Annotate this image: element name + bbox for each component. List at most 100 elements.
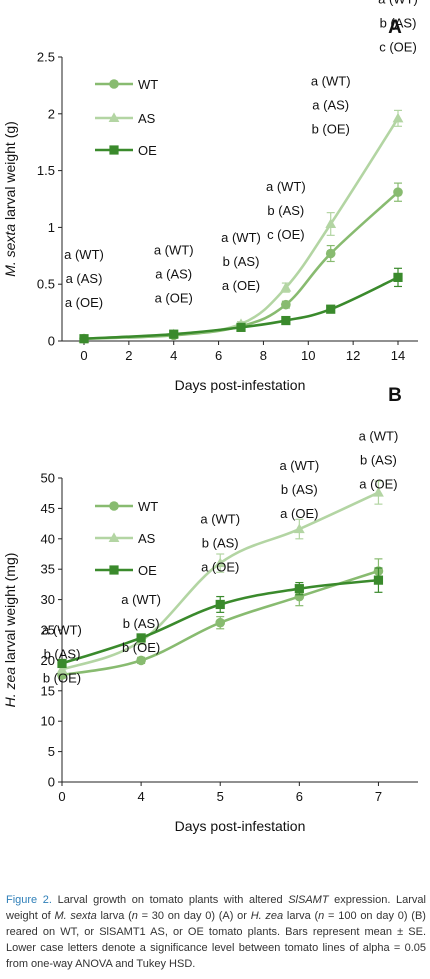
panel-a-significance-label: a (OE) <box>222 278 260 293</box>
panel-a-series-as-point <box>393 113 404 123</box>
panel-b-significance-label: b (AS) <box>123 616 160 631</box>
panel-b-significance-label: a (OE) <box>280 506 318 521</box>
panel-a-x-tick-label: 0 <box>80 348 87 363</box>
figure-caption: Figure 2. Larval growth on tomato plants… <box>6 892 426 972</box>
figure-2: 0 0.5 1 1.5 2 2.5 0 2 4 6 8 10 12 14 Days post-infesta… <box>0 0 430 895</box>
panel-a-series-oe-point <box>169 330 178 339</box>
panel-a-significance-label: c (OE) <box>267 227 305 242</box>
panel-a-y-axis-label-species: M. sexta <box>2 224 18 277</box>
panel-b-significance-label: b (AS) <box>281 482 318 497</box>
panel-a-significance-label: c (OE) <box>379 40 417 55</box>
panel-b-significance-label: b (OE) <box>122 640 160 655</box>
panel-b-y-tick-label: 45 <box>41 501 55 516</box>
panel-b-significance-label: b (OE) <box>43 670 81 685</box>
panel-a-y-tick-label: 2 <box>48 106 55 121</box>
panel-a-series-wt-point <box>393 187 403 197</box>
panel-a-x-tick-label: 12 <box>346 348 360 363</box>
panel-a-legend-as-label: AS <box>138 111 156 126</box>
panel-b-series-oe-point <box>216 600 225 609</box>
panel-b-significance-label: a (OE) <box>201 560 239 575</box>
panel-b-legend-wt-label: WT <box>138 499 158 514</box>
panel-b-x-tick-label: 5 <box>217 789 224 804</box>
panel-a-significance-label: b (AS) <box>223 254 260 269</box>
panel-b-y-tick-label: 30 <box>41 592 55 607</box>
panel-a-x-tick-label: 6 <box>215 348 222 363</box>
panel-b-x-tick-label: 4 <box>137 789 144 804</box>
panel-b-legend-oe-marker <box>109 565 118 574</box>
panel-b-legend-wt-marker <box>109 501 119 511</box>
panel-a-significance-label: a (AS) <box>155 267 192 282</box>
panel-b-significance-label: a (WT) <box>200 512 240 527</box>
panel-a-series-oe-point <box>281 316 290 325</box>
panel-b-significance-label: a (WT) <box>279 458 319 473</box>
panel-a-legend-wt-marker <box>109 79 119 89</box>
caption-gene: SlSAMT <box>288 894 328 906</box>
panel-b-letter: B <box>388 385 402 406</box>
panel-b-x-tick-label: 7 <box>375 789 382 804</box>
panel-a-significance-label: a (AS) <box>66 271 103 286</box>
panel-a-legend-oe-marker <box>109 145 118 154</box>
panel-b-x-tick-label: 0 <box>58 789 65 804</box>
panel-a-series-wt-point <box>281 300 291 310</box>
panel-a-significance-label: b (AS) <box>380 16 417 31</box>
panel-a-y-axis-label-unit: larval weight (g) <box>2 121 18 224</box>
panel-a-y-tick-label: 0 <box>48 334 55 349</box>
panel-a-series-oe-point <box>79 334 88 343</box>
panel-b-y-axis-label: H. zea larval weight (mg) <box>2 553 18 708</box>
panel-a-significance-label: b (AS) <box>267 203 304 218</box>
panel-a-significance-label: a (WT) <box>311 73 351 88</box>
panel-b-series-wt-point <box>215 618 225 628</box>
panel-b-legend-oe-label: OE <box>138 563 157 578</box>
panel-b-y-tick-label: 15 <box>41 683 55 698</box>
panel-b-y-axis-label-unit: larval weight (mg) <box>2 553 18 667</box>
panel-a-significance-label: a (WT) <box>378 0 418 7</box>
panel-a-significance-label: a (OE) <box>155 291 193 306</box>
panel-a-series-oe-point <box>326 305 335 314</box>
panel-b-legend-as-label: AS <box>138 531 156 546</box>
panel-b-x-axis-label: Days post-infestation <box>175 818 306 834</box>
caption-label: Figure 2. <box>6 894 52 906</box>
panel-b-y-tick-label: 10 <box>41 714 55 729</box>
panel-a-x-tick-label: 4 <box>170 348 177 363</box>
panel-b-y-tick-label: 50 <box>41 471 55 486</box>
panel-a-series-as-line <box>84 118 398 338</box>
panel-b-series-oe-point <box>374 576 383 585</box>
panel-a-significance-label: a (WT) <box>266 179 306 194</box>
panel-b-y-tick-label: 5 <box>48 744 55 759</box>
caption-text-3: larva ( <box>97 910 132 922</box>
panel-b-y-tick-label: 40 <box>41 531 55 546</box>
panel-a-significance-label: a (AS) <box>312 97 349 112</box>
panel-a-legend-wt-label: WT <box>138 77 158 92</box>
panel-b-series-wt-point <box>136 656 146 666</box>
panel-a-significance-label: a (WT) <box>64 247 104 262</box>
panel-a-significance-label: a (WT) <box>221 230 261 245</box>
panel-a-x-tick-label: 14 <box>391 348 405 363</box>
panel-a-y-tick-label: 2.5 <box>37 50 55 65</box>
caption-species-b: H. zea <box>251 910 283 922</box>
panel-a-y-tick-label: 1.5 <box>37 163 55 178</box>
panel-a-legend-oe-label: OE <box>138 143 157 158</box>
caption-text-5: larva ( <box>283 910 318 922</box>
panel-b-significance-label: a (WT) <box>42 622 82 637</box>
panel-a-x-tick-label: 8 <box>260 348 267 363</box>
caption-text-1: Larval growth on tomato plants with alte… <box>52 894 288 906</box>
panel-a-significance-label: b (OE) <box>312 121 350 136</box>
panel-b-significance-label: a (OE) <box>359 476 397 491</box>
panel-b-y-tick-label: 35 <box>41 562 55 577</box>
panel-a-y-tick-label: 0.5 <box>37 277 55 292</box>
panel-b-x-tick-label: 6 <box>296 789 303 804</box>
caption-text-4: = 30 on day 0) (A) or <box>138 910 251 922</box>
panel-b-significance-label: b (AS) <box>44 646 81 661</box>
panel-a-x-axis-label: Days post-infestation <box>175 377 306 393</box>
caption-species-a: M. sexta <box>54 910 96 922</box>
panel-a-series-oe-point <box>236 323 245 332</box>
panel-b-significance-label: b (AS) <box>360 452 397 467</box>
panel-a-x-tick-label: 2 <box>125 348 132 363</box>
panel-a-series-oe-point <box>393 273 402 282</box>
panel-b-series-oe-point <box>295 584 304 593</box>
panel-b-y-tick-label: 0 <box>48 775 55 790</box>
panel-b-significance-label: b (AS) <box>202 536 239 551</box>
panel-b-significance-label: a (WT) <box>359 428 399 443</box>
panel-b-significance-label: a (WT) <box>121 592 161 607</box>
panel-a-significance-label: a (OE) <box>65 295 103 310</box>
